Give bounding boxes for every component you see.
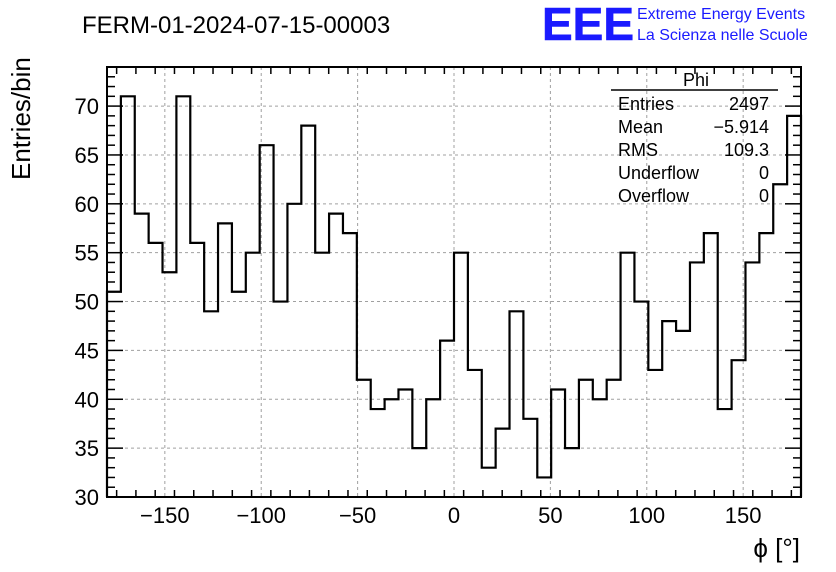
stats-row-value: 109.3 [724,140,769,160]
x-tick-label: 150 [725,503,762,528]
stats-row-label: Mean [618,117,663,137]
stats-rows: Entries 2497 Mean −5.914 RMS 109.3 Underflow 0 O… [618,94,769,206]
y-tick-label: 50 [75,290,99,315]
x-tick-label: 50 [538,503,562,528]
y-axis-title: Entries/bin [6,57,36,180]
x-tick-labels: −150 −100 −50 0 50 100 150 [140,503,761,528]
stats-row-label: Entries [618,94,674,114]
y-tick-label: 40 [75,387,99,412]
y-tick-label: 65 [75,143,99,168]
eee-logo: EEE Extreme Energy Events La Scienza nel… [542,0,808,50]
brand-line-2: La Scienza nelle Scuole [637,27,808,44]
y-tick-label: 60 [75,192,99,217]
brand-line-1: Extreme Energy Events [637,6,805,23]
chart-title: FERM-01-2024-07-15-00003 [82,12,390,39]
x-axis-title: ϕ [°] [753,533,800,563]
stats-row-value: 0 [759,163,769,183]
x-tick-label: −150 [140,503,190,528]
logo-text: EEE [542,0,634,50]
x-tick-label: 100 [628,503,665,528]
y-tick-label: 35 [75,436,99,461]
x-tick-label: −100 [236,503,286,528]
y-tick-label: 30 [75,485,99,510]
axis-ticks [107,66,801,498]
stats-row-label: RMS [618,140,658,160]
stats-row-label: Overflow [618,186,690,206]
stats-row-value: −5.914 [713,117,769,137]
stats-name: Phi [683,70,709,90]
stats-row-label: Underflow [618,163,700,183]
x-tick-label: 0 [448,503,460,528]
y-tick-labels: 30 35 40 45 50 55 60 65 70 [75,94,99,510]
grid [107,67,801,497]
stats-row-value: 0 [759,186,769,206]
stats-box: Phi Entries 2497 Mean −5.914 RMS 109.3 Underfl… [611,70,778,206]
x-tick-label: −50 [339,503,376,528]
y-tick-label: 45 [75,338,99,363]
y-tick-label: 55 [75,241,99,266]
histogram-step-line [105,95,803,497]
y-tick-label: 70 [75,94,99,119]
stats-row-value: 2497 [729,94,769,114]
